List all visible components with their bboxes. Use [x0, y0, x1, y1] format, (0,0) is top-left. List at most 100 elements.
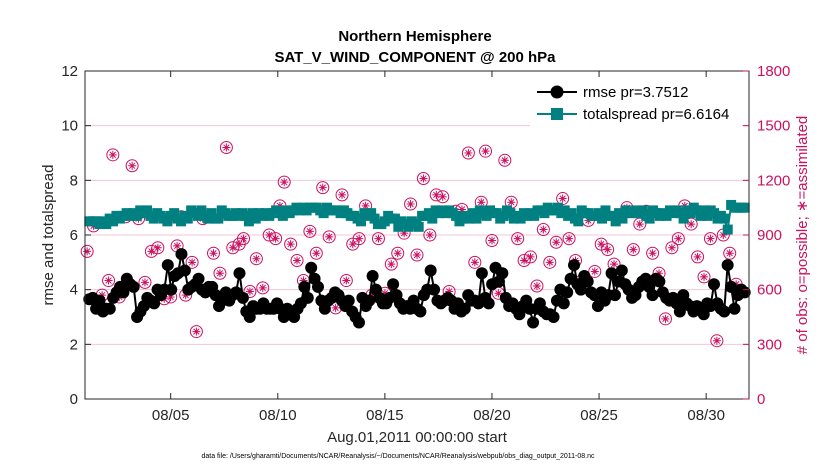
totalspread-point [675, 208, 686, 219]
totalspread-point [491, 208, 502, 219]
obs-assimilated-point [655, 269, 664, 278]
rmse-point [608, 289, 621, 302]
obs-possible-point [277, 175, 291, 189]
obs-assimilated-point [648, 249, 657, 258]
totalspread-point [101, 219, 112, 230]
y-tick-label: 6 [70, 227, 78, 244]
obs-assimilated-point [128, 161, 137, 170]
legend-spread-marker [551, 108, 563, 120]
rmse-point [363, 294, 376, 307]
rmse-point [653, 275, 666, 288]
rmse-point [673, 305, 686, 318]
obs-possible-point [352, 232, 366, 246]
obs-assimilated-point [725, 249, 734, 258]
totalspread-point [600, 205, 611, 216]
obs-possible-point [536, 223, 550, 237]
totalspread-point [206, 208, 217, 219]
obs-assimilated-point [539, 225, 548, 234]
obs-assimilated-point [98, 291, 107, 300]
obs-possible-point [185, 255, 199, 269]
y-tick-label: 4 [70, 282, 78, 299]
obs-possible-point [303, 224, 317, 238]
totalspread-point [423, 208, 434, 219]
obs-assimilated-point [425, 231, 434, 239]
totalspread-point [250, 213, 261, 224]
totalspread-point [692, 205, 703, 216]
obs-possible-point [511, 232, 525, 246]
totalspread-point [427, 213, 438, 224]
obs-assimilated-point [331, 303, 340, 312]
rmse-point [233, 267, 246, 280]
obs-possible-point [256, 281, 270, 295]
totalspread-point [413, 221, 424, 232]
totalspread-point [393, 221, 404, 232]
rmse-point [161, 259, 174, 272]
obs-assimilated-point [438, 192, 447, 201]
obs-assimilated-point [500, 156, 509, 165]
obs-possible-point [213, 266, 227, 280]
obs-possible-point [339, 274, 353, 288]
totalspread-point [379, 216, 390, 227]
obs-assimilated-point [532, 282, 541, 291]
obs-assimilated-point [687, 220, 696, 229]
y2-tick-label: 600 [757, 282, 782, 299]
obs-assimilated-point [325, 232, 334, 241]
obs-assimilated-point [252, 254, 261, 263]
totalspread-point [515, 213, 526, 224]
obs-possible-point [498, 153, 512, 167]
obs-possible-point [423, 228, 437, 242]
rmse-point [175, 248, 188, 261]
obs-possible-point [416, 172, 430, 186]
obs-assimilated-point [239, 234, 248, 243]
obs-assimilated-point [108, 150, 117, 159]
totalspread-point [192, 210, 203, 221]
totalspread-point [637, 205, 648, 216]
obs-assimilated-point [635, 220, 644, 229]
rmse-point [342, 294, 355, 307]
totalspread-point [559, 205, 570, 216]
rmse-point [557, 297, 570, 310]
totalspread-point [702, 210, 713, 221]
totalspread-point [739, 202, 750, 213]
obs-possible-point [485, 233, 499, 247]
obs-possible-point [710, 334, 724, 348]
rmse-point [117, 286, 130, 299]
obs-assimilated-point [312, 249, 321, 258]
totalspread-point [148, 213, 159, 224]
obs-assimilated-point [83, 247, 92, 256]
obs-assimilated-point [545, 258, 554, 267]
y-tick-label: 8 [70, 172, 78, 189]
legend-rmse-marker [550, 85, 564, 99]
obs-assimilated-point [265, 231, 274, 239]
obs-assimilated-point [299, 276, 308, 285]
obs-assimilated-point [235, 240, 244, 249]
totalspread-point [142, 205, 153, 216]
rmse-point [475, 267, 488, 280]
obs-assimilated-point [222, 143, 231, 152]
obs-assimilated-point [209, 249, 218, 258]
rmse-point [615, 264, 628, 277]
obs-assimilated-point [597, 240, 606, 249]
obs-assimilated-point [590, 267, 599, 276]
totalspread-point [698, 205, 709, 216]
rmse-point [581, 275, 594, 288]
chart-subtitle: SAT_V_WIND_COMPONENT @ 200 hPa [274, 49, 556, 66]
obs-assimilated-point [140, 278, 149, 287]
obs-possible-point [249, 252, 263, 266]
obs-assimilated-point [406, 200, 415, 209]
obs-possible-point [479, 144, 493, 158]
totalspread-point [552, 202, 563, 213]
totalspread-point [610, 216, 621, 227]
y-axis-label: rmse and totalspread [40, 165, 57, 306]
totalspread-point [169, 208, 180, 219]
obs-assimilated-point [348, 240, 357, 249]
rmse-point [561, 286, 574, 299]
rmse-point [424, 264, 437, 277]
totalspread-point [108, 216, 119, 227]
obs-assimilated-point [192, 327, 201, 336]
totalspread-point [722, 224, 733, 235]
obs-possible-point [697, 270, 711, 284]
totalspread-point [243, 216, 254, 227]
rmse-point [721, 259, 734, 272]
obs-assimilated-point [520, 256, 529, 265]
